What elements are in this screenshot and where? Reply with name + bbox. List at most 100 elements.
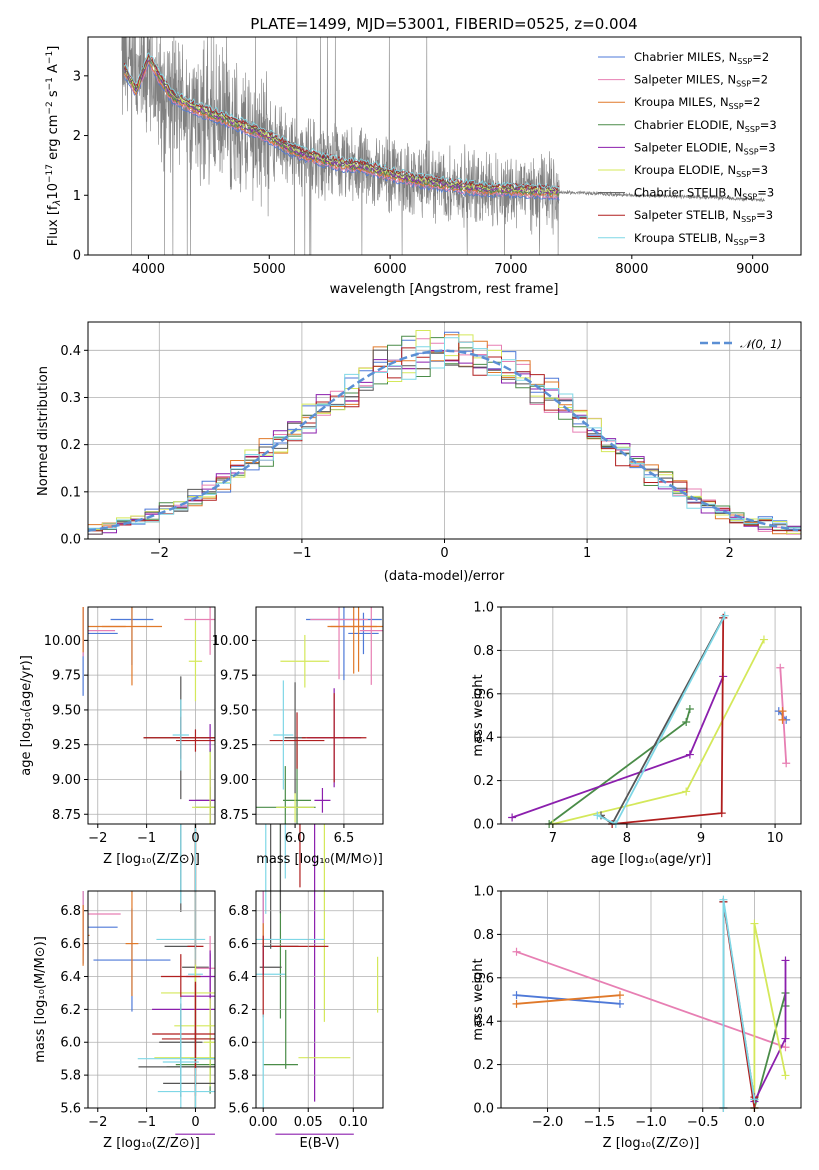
weight-marker-kroupa_miles <box>778 707 787 716</box>
x-tick-label: 0 <box>191 831 199 846</box>
weight-marker-chabrier_elodie <box>685 704 694 713</box>
legend-label-kroupa_miles: Kroupa MILES, NSSP=2 <box>634 95 760 111</box>
weight-marker-salpeter_miles <box>512 947 521 956</box>
legend-label-normal: 𝒩(0, 1) <box>740 337 782 351</box>
y-tick-label: 9.50 <box>220 703 249 718</box>
axes-frame <box>255 606 384 825</box>
weight-marker-kroupa_miles <box>615 991 624 1000</box>
y-tick-label: 2 <box>73 129 81 144</box>
panel-mass_vs_Z: −2 −1 0 5.6 5.8 6.0 6.2 6.4 6.6 6.8 Z [log₁₀(Z/Z⊙)… <box>33 890 216 1151</box>
x-tick-label: 9 <box>697 831 705 846</box>
weight-marker-kroupa_elodie <box>750 919 759 928</box>
y-tick-label: 6.0 <box>228 1036 249 1051</box>
residual-plot-area: −2 −1 0 1 2 0.0 0.1 0.2 0.3 0.4 𝒩(0, 1) <box>60 321 802 561</box>
spectrum-legend: Chabrier MILES, NSSP=2 Salpeter MILES, NS… <box>598 50 777 247</box>
y-tick-label: 1.0 <box>473 885 494 900</box>
weight-line-salpeter_miles <box>516 950 786 1049</box>
y-tick-label: 5.6 <box>228 1102 249 1117</box>
legend-label-chabrier_stelib: Chabrier STELIB, NSSP=3 <box>634 186 774 202</box>
weight-line-chabrier_elodie <box>548 708 691 825</box>
y-tick-label: 10.00 <box>44 634 81 649</box>
normal-distribution-curve <box>87 349 799 532</box>
mass_vs_ebv-x-label: E(B-V) <box>299 1136 339 1151</box>
axes-frame <box>500 606 802 825</box>
y-tick-label: 9.75 <box>52 669 81 684</box>
residual-x-label: (data-model)/error <box>384 569 505 584</box>
axes-frame <box>87 36 802 256</box>
y-tick-label: 0.8 <box>473 644 494 659</box>
spectrum-plot-area: 4000 5000 6000 7000 8000 9000 0 1 2 3 <box>73 36 802 277</box>
y-tick-label: 0.4 <box>473 1015 494 1030</box>
weight-marker-chabrier_elodie <box>682 718 691 727</box>
mass_vs_Z-x-label: Z [log₁₀(Z/Z⊙)] <box>103 1136 200 1151</box>
x-tick-label: 5000 <box>253 262 286 277</box>
residual-histogram-panel: −2 −1 0 1 2 0.0 0.1 0.2 0.3 0.4 𝒩(0, 1) (data-mode… <box>36 321 802 584</box>
residual-histogram-kroupa_stelib <box>88 337 801 535</box>
x-tick-label: 7000 <box>494 262 527 277</box>
x-tick-label: 0.05 <box>294 1115 323 1130</box>
age_vs_Z-y-label: age [log₁₀(age/yr)] <box>19 655 34 776</box>
weight-line-kroupa_miles <box>516 994 621 1005</box>
x-tick-label: −2 <box>88 1115 107 1130</box>
y-tick-label: 0.8 <box>473 928 494 943</box>
y-tick-label: 1.0 <box>473 601 494 616</box>
y-tick-label: 9.25 <box>220 738 249 753</box>
legend-label-chabrier_miles: Chabrier MILES, NSSP=2 <box>634 50 769 66</box>
y-tick-label: 0.4 <box>60 344 81 359</box>
y-tick-label: 0.2 <box>473 1058 494 1073</box>
y-tick-label: 0.0 <box>473 818 494 833</box>
panel-age_vs_mass: 6.0 6.5 8.75 9.00 9.25 9.50 9.75 10.00 mass [log… <box>212 606 384 1135</box>
x-tick-label: −2 <box>88 831 107 846</box>
y-tick-label: 6.8 <box>228 904 249 919</box>
y-tick-label: 0.2 <box>473 774 494 789</box>
y-tick-label: 0.1 <box>60 485 81 500</box>
weight-marker-chabrier_miles <box>512 991 521 1000</box>
x-tick-label: 4000 <box>132 262 165 277</box>
y-tick-label: 0.0 <box>473 1102 494 1117</box>
axes-frame <box>87 890 216 1109</box>
x-tick-label: 10 <box>767 831 784 846</box>
weight-marker-kroupa_elodie <box>759 635 768 644</box>
weight-line-salpeter_elodie <box>511 676 725 819</box>
x-tick-label: 0 <box>440 546 448 561</box>
model-spectrum-kroupa_miles <box>123 61 560 198</box>
weight-line-kroupa_elodie <box>552 639 765 825</box>
x-tick-label: −1 <box>292 546 311 561</box>
legend-label-kroupa_stelib: Kroupa STELIB, NSSP=3 <box>634 231 765 247</box>
spectrum-panel: PLATE=1499, MJD=53001, FIBERID=0525, z=0… <box>45 15 802 297</box>
model-spectrum-chabrier_stelib <box>123 55 560 192</box>
weight-marker-kroupa_stelib <box>720 611 729 620</box>
panel-weight_vs_Z: −2.0 −1.5 −1.0 −0.5 0.0 0.0 0.2 0.4 0.6 0.8 1.0 Z [… <box>471 885 802 1151</box>
y-tick-label: 6.6 <box>60 937 81 952</box>
age_vs_Z-x-label: Z [log₁₀(Z/Z⊙)] <box>103 852 200 867</box>
y-tick-label: 5.8 <box>228 1069 249 1084</box>
y-tick-label: 6.4 <box>60 970 81 985</box>
weight-marker-salpeter_elodie <box>781 1034 790 1043</box>
y-tick-label: 6.2 <box>228 1003 249 1018</box>
residual-y-label: Normed distribution <box>36 366 51 496</box>
x-tick-label: −1.5 <box>583 1115 615 1130</box>
observed-spectrum-line <box>121 37 765 255</box>
x-tick-label: 6.0 <box>285 831 306 846</box>
x-tick-label: 0 <box>191 1115 199 1130</box>
age_vs_mass-x-label: mass [log₁₀(M/M⊙)] <box>256 852 383 867</box>
weight-marker-kroupa_stelib <box>593 811 602 820</box>
x-tick-label: −1 <box>137 831 156 846</box>
y-tick-label: 3 <box>73 69 81 84</box>
weight-marker-salpeter_elodie <box>781 956 790 965</box>
x-tick-label: 0.10 <box>339 1115 368 1130</box>
y-tick-label: 1 <box>73 189 81 204</box>
spectrum-title: PLATE=1499, MJD=53001, FIBERID=0525, z=0… <box>250 15 637 33</box>
x-tick-label: 7 <box>549 831 557 846</box>
x-tick-label: 0.00 <box>249 1115 278 1130</box>
y-tick-label: 9.00 <box>220 773 249 788</box>
x-tick-label: −1 <box>137 1115 156 1130</box>
weight_vs_age-x-label: age [log₁₀(age/yr)] <box>591 852 712 867</box>
weight_vs_Z-x-label: Z [log₁₀(Z/Z⊙)] <box>603 1136 700 1151</box>
weight-marker-salpeter_elodie <box>685 750 694 759</box>
y-tick-label: 0.4 <box>473 731 494 746</box>
y-tick-label: 0.2 <box>60 438 81 453</box>
spectrum-y-label: Flux [fλ10−17 erg cm−2 s−1 A−1] <box>45 46 63 247</box>
weight-marker-salpeter_stelib <box>717 809 726 818</box>
legend-label-chabrier_elodie: Chabrier ELODIE, NSSP=3 <box>634 118 777 134</box>
